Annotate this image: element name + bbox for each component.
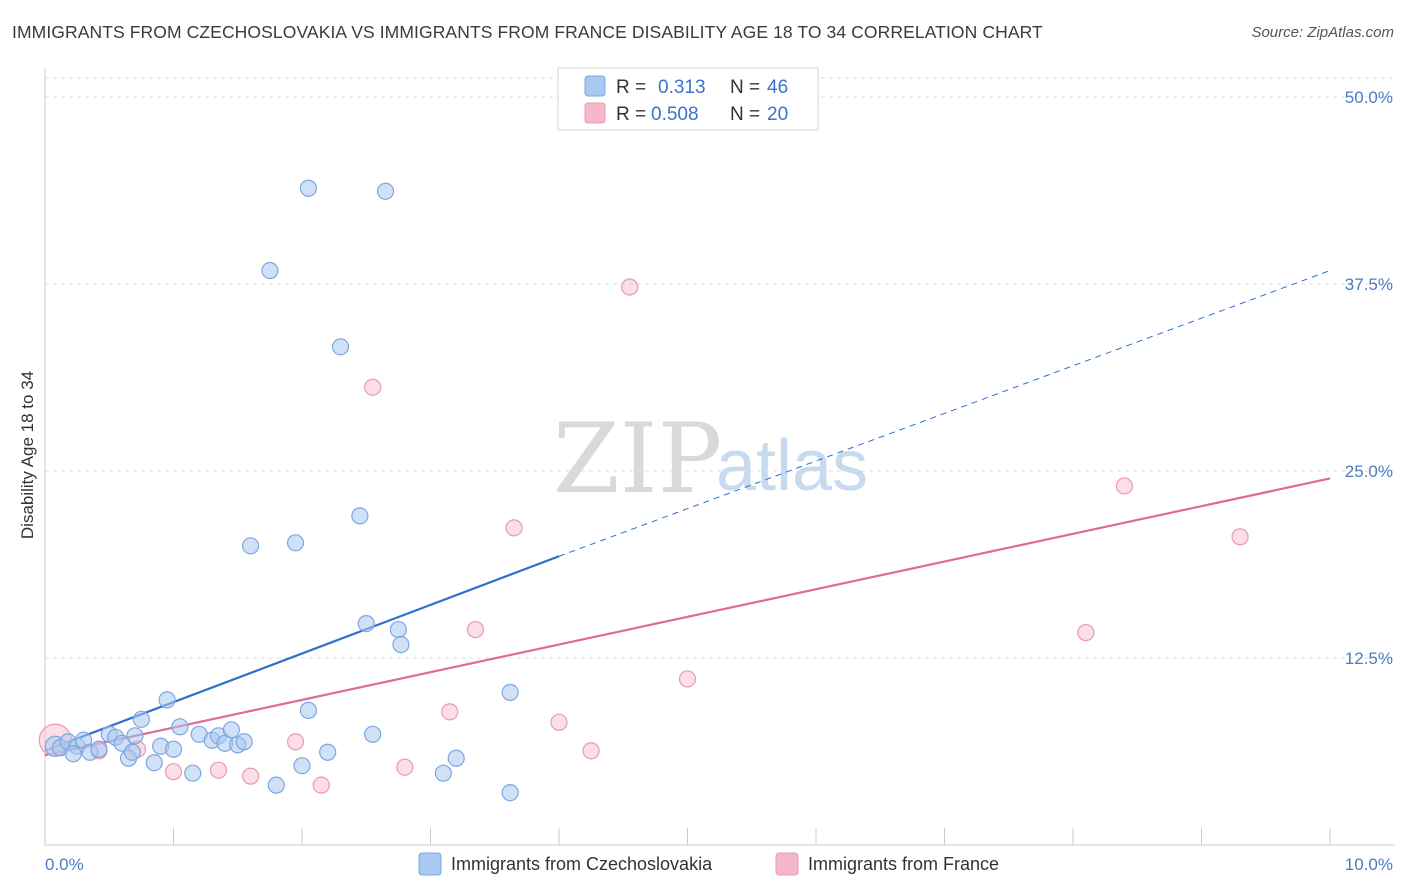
legend-r-label: R = <box>616 104 646 125</box>
data-point-czechoslovakia <box>171 718 189 736</box>
y-tick-label: 12.5% <box>1345 649 1393 668</box>
data-point-france <box>1077 623 1095 642</box>
source-credit: Source: ZipAtlas.com <box>1251 24 1394 41</box>
legend-n-label: N = <box>730 77 760 98</box>
trend-line-france <box>44 477 1331 757</box>
data-point-czechoslovakia <box>126 727 144 745</box>
data-point-france <box>209 761 228 779</box>
data-point-france <box>286 733 305 751</box>
data-point-czechoslovakia <box>286 534 305 552</box>
legend-n-value-france: 20 <box>767 104 788 125</box>
data-point-czechoslovakia <box>364 725 382 743</box>
data-point-czechoslovakia <box>357 614 375 633</box>
data-point-france <box>242 767 260 785</box>
data-point-czechoslovakia <box>261 261 279 280</box>
bottom-legend-swatch-france <box>775 852 799 876</box>
x-tick-label-min: 0.0% <box>45 855 84 874</box>
bottom-legend: Immigrants from Czechoslovakia Immigrant… <box>418 852 999 876</box>
data-point-france <box>312 776 330 794</box>
y-axis-label: Disability Age 18 to 34 <box>18 371 37 539</box>
data-point-france <box>164 763 183 781</box>
trend-lines <box>44 270 1331 757</box>
data-point-czechoslovakia <box>447 749 465 767</box>
axes <box>44 68 1395 846</box>
data-point-czechoslovakia <box>331 338 350 356</box>
data-point-france <box>582 742 600 760</box>
data-point-czechoslovakia <box>132 710 150 728</box>
data-point-czechoslovakia <box>501 683 519 702</box>
data-point-france <box>1231 528 1249 546</box>
series-czechoslovakia-points <box>44 179 519 802</box>
y-tick-label: 37.5% <box>1345 275 1393 294</box>
watermark-atlas: atlas <box>716 426 868 506</box>
watermark-zip: ZIP <box>553 403 722 515</box>
data-point-czechoslovakia <box>501 784 519 802</box>
data-point-france <box>505 519 523 537</box>
data-point-czechoslovakia <box>222 721 240 739</box>
legend-n-label: N = <box>730 104 760 125</box>
data-point-czechoslovakia <box>376 182 395 200</box>
bottom-legend-label-france: Immigrants from France <box>808 854 999 874</box>
y-tick-labels: 12.5% 25.0% 37.5% 50.0% <box>1345 88 1393 668</box>
data-point-czechoslovakia <box>158 691 176 709</box>
data-point-czechoslovakia <box>434 764 452 782</box>
grid-lines <box>45 77 1395 659</box>
data-point-czechoslovakia <box>184 764 202 782</box>
bottom-legend-swatch-czechoslovakia <box>418 852 442 876</box>
data-point-czechoslovakia <box>267 776 285 794</box>
data-point-france <box>1115 477 1134 495</box>
data-point-czechoslovakia <box>235 733 253 751</box>
x-tick-label-max: 10.0% <box>1345 855 1393 874</box>
data-point-france <box>678 670 697 688</box>
data-point-czechoslovakia <box>90 740 108 758</box>
data-point-france <box>621 278 639 296</box>
legend-swatch-france <box>584 102 606 124</box>
data-point-czechoslovakia <box>319 743 337 761</box>
data-point-france <box>441 703 459 721</box>
chart-title: IMMIGRANTS FROM CZECHOSLOVAKIA VS IMMIGR… <box>12 22 1043 42</box>
data-point-czechoslovakia <box>389 620 407 639</box>
data-point-czechoslovakia <box>145 754 163 772</box>
trend-line-czechoslovakia <box>44 555 560 752</box>
data-point-czechoslovakia <box>392 635 410 654</box>
y-tick-label: 50.0% <box>1345 88 1393 107</box>
legend-swatch-czechoslovakia <box>584 75 606 97</box>
bottom-legend-label-czechoslovakia: Immigrants from Czechoslovakia <box>451 854 713 874</box>
legend-r-value-france: 0.508 <box>651 104 699 125</box>
data-point-france <box>466 620 485 639</box>
data-point-france <box>364 378 382 396</box>
trend-line-czechoslovakia-extension <box>558 270 1331 557</box>
legend-n-value-czechoslovakia: 46 <box>767 77 788 98</box>
data-point-france <box>396 758 414 776</box>
data-point-czechoslovakia <box>164 740 183 758</box>
legend-r-value-czechoslovakia: 0.313 <box>658 77 706 98</box>
data-point-czechoslovakia <box>299 179 318 197</box>
data-point-france <box>550 713 568 731</box>
data-point-czechoslovakia <box>242 537 260 555</box>
data-point-czechoslovakia <box>293 757 311 775</box>
x-tick-labels: 0.0% 10.0% <box>45 855 1393 874</box>
legend-r-label: R = <box>616 77 646 98</box>
y-tick-label: 25.0% <box>1345 462 1393 481</box>
data-point-czechoslovakia <box>123 743 141 761</box>
data-point-czechoslovakia <box>351 507 369 525</box>
data-point-czechoslovakia <box>299 701 318 719</box>
data-point-czechoslovakia <box>64 745 82 763</box>
legend: R = 0.313 N = 46 R = 0.508 N = 20 <box>557 67 819 131</box>
